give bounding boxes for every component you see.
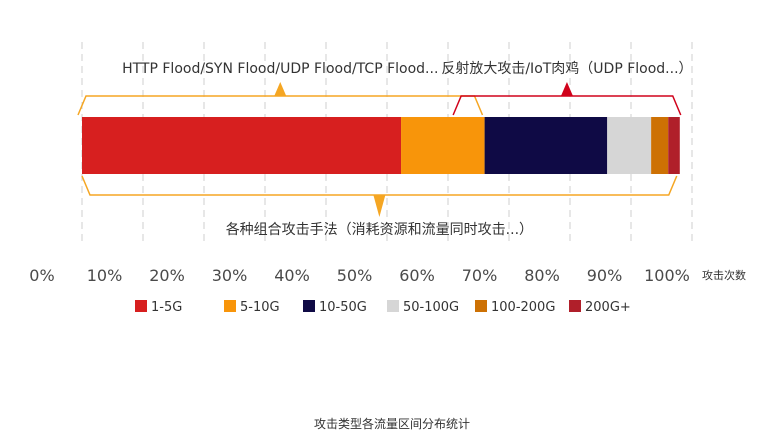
bar-segment xyxy=(668,117,680,174)
bar-segment xyxy=(401,117,485,174)
tick-label: 0% xyxy=(29,266,54,285)
annotation-arrow xyxy=(373,195,386,217)
chart-caption: 攻击类型各流量区间分布统计 xyxy=(314,416,470,431)
bar-segment xyxy=(82,117,402,174)
tick-label: 50% xyxy=(337,266,373,285)
legend-swatch xyxy=(475,300,487,312)
annotation-bracket xyxy=(81,175,678,196)
tick-label: 80% xyxy=(524,266,560,285)
annotation-arrow xyxy=(274,82,287,96)
annotation-bracket xyxy=(452,95,682,116)
tick-label: 30% xyxy=(212,266,248,285)
legend-swatch xyxy=(135,300,147,312)
legend-label: 50-100G xyxy=(403,300,459,315)
axis-label: 攻击次数 xyxy=(702,268,746,282)
legend-label: 10-50G xyxy=(319,300,367,315)
bar-segment xyxy=(607,117,652,174)
tick-label: 20% xyxy=(149,266,185,285)
bar-segment xyxy=(651,117,669,174)
legend-label: 100-200G xyxy=(491,300,555,315)
tick-label: 60% xyxy=(399,266,435,285)
tick-label: 40% xyxy=(274,266,310,285)
legend-swatch xyxy=(224,300,236,312)
tick-label: 100% xyxy=(644,266,690,285)
legend-label: 5-10G xyxy=(240,300,280,315)
tick-label: 70% xyxy=(462,266,498,285)
bar-segment xyxy=(484,117,608,174)
annotation-label: 反射放大攻击/IoT肉鸡（UDP Flood...） xyxy=(441,60,692,77)
tick-label: 10% xyxy=(87,266,123,285)
annotation-bracket xyxy=(77,95,484,116)
legend-swatch xyxy=(387,300,399,312)
annotation-label: HTTP Flood/SYN Flood/UDP Flood/TCP Flood… xyxy=(122,61,438,77)
tick-label: 90% xyxy=(587,266,623,285)
legend-swatch xyxy=(303,300,315,312)
annotation-arrow xyxy=(560,82,573,96)
legend-swatch xyxy=(569,300,581,312)
annotation-label: 各种组合攻击手法（消耗资源和流量同时攻击...） xyxy=(226,222,533,238)
legend-label: 1-5G xyxy=(151,300,182,315)
legend-label: 200G+ xyxy=(585,300,631,315)
